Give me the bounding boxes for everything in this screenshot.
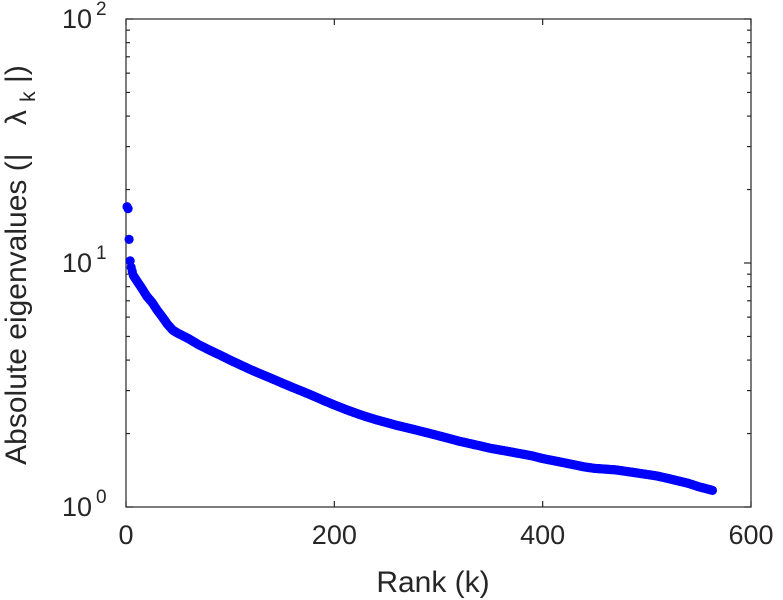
- data-point: [707, 485, 718, 495]
- y-tick-label: 10 0: [62, 487, 107, 522]
- x-tick-label: 0: [118, 520, 133, 550]
- x-axis-label: Rank (k): [376, 566, 489, 599]
- data-point: [123, 204, 133, 214]
- data-point: [124, 234, 134, 244]
- y-axis-label-symbol: λ: [0, 110, 33, 125]
- y-tick-label: 10 2: [62, 0, 107, 34]
- y-axis-label-suffix: |): [0, 65, 33, 83]
- x-tick-label: 400: [520, 520, 565, 550]
- y-tick-label: 10 1: [62, 243, 107, 278]
- x-tick-label: 200: [312, 520, 357, 550]
- x-axis-ticks: 0 200 400 600: [118, 19, 774, 550]
- y-axis-label: Absolute eigenvalues (| λ k |): [0, 65, 42, 465]
- y-axis-label-subscript: k: [17, 91, 40, 102]
- x-tick-label: 600: [728, 520, 773, 550]
- y-axis-label-prefix: Absolute eigenvalues (|: [0, 154, 33, 465]
- data-series: [122, 202, 718, 495]
